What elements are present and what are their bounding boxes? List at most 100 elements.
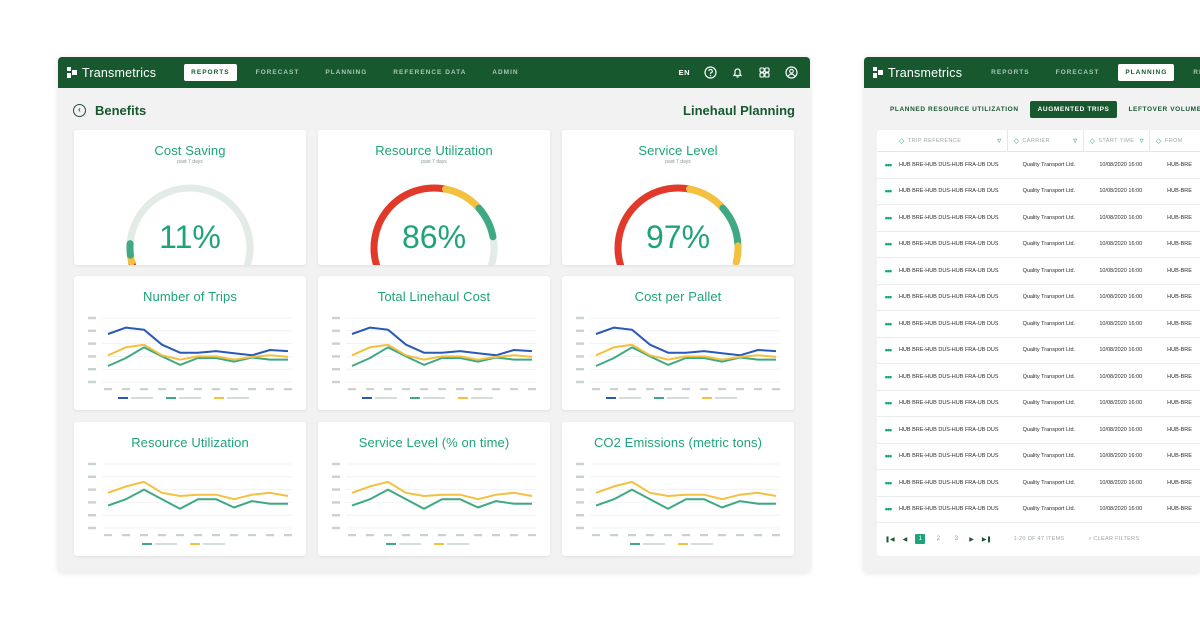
cell-start-time: 10/08/2020 16:00	[1099, 161, 1143, 168]
row-menu-icon[interactable]: •••	[884, 398, 892, 409]
nav-reports[interactable]: REPORTS	[184, 64, 237, 81]
back-icon[interactable]: ‹	[73, 103, 86, 117]
drag-icon: ◇	[899, 137, 905, 145]
row-menu-icon[interactable]: •••	[884, 212, 892, 223]
nav-forecast[interactable]: FORECAST	[1055, 69, 1100, 76]
filter-icon[interactable]: ▿	[997, 136, 1002, 145]
table-row[interactable]: ••• HUB BRE-HUB DUS-HUB FRA-UB DUS Quality…	[877, 470, 1200, 497]
y-tick-label	[332, 316, 340, 320]
x-tick-label	[610, 388, 618, 391]
column-from[interactable]: ◇ FROM	[1156, 137, 1183, 145]
row-menu-icon[interactable]: •••	[884, 504, 892, 515]
tab-augmented-trips[interactable]: AUGMENTED TRIPS	[1029, 101, 1118, 118]
x-tick-label	[420, 388, 428, 391]
x-tick-label	[230, 388, 238, 391]
cell-from: HUB-BRE	[1167, 241, 1192, 248]
table-row[interactable]: ••• HUB BRE-HUB DUS-HUB FRA-UB DUS Quality…	[877, 364, 1200, 391]
y-tick-label	[332, 526, 340, 530]
planning-window: Transmetrics REPORTS FORECAST PLANNING R…	[864, 57, 1200, 572]
header-actions: EN	[679, 57, 798, 88]
filter-icon[interactable]: ▿	[1073, 136, 1078, 145]
table-row[interactable]: ••• HUB BRE-HUB DUS-HUB FRA-UB DUS Quality…	[877, 311, 1200, 338]
logo[interactable]: Transmetrics	[873, 66, 962, 80]
y-tick-label	[332, 462, 340, 466]
table-row[interactable]: ••• HUB BRE-HUB DUS-HUB FRA-UB DUS Quality…	[877, 285, 1200, 311]
column-carrier[interactable]: ◇ CARRIER ▿	[1008, 130, 1084, 152]
table-row[interactable]: ••• HUB BRE-HUB DUS-HUB FRA-UB DUS Quality…	[877, 338, 1200, 364]
legend-label	[667, 397, 689, 399]
cell-carrier: Quality Transport Ltd.	[1022, 241, 1076, 248]
series-line	[595, 346, 776, 367]
row-menu-icon[interactable]: •••	[884, 424, 892, 435]
page-1[interactable]: 1	[915, 534, 926, 544]
table-row[interactable]: ••• HUB BRE-HUB DUS-HUB FRA-UB DUS Quality…	[877, 497, 1200, 523]
x-tick-label	[772, 534, 780, 537]
nav-reference-data[interactable]: REFE	[1193, 69, 1200, 76]
row-menu-icon[interactable]: •••	[884, 345, 892, 356]
page-header: ‹ Benefits Linehaul Planning	[73, 101, 795, 119]
cell-from: HUB-BRE	[1167, 373, 1192, 380]
section-title: Linehaul Planning	[683, 102, 795, 118]
x-tick-label	[402, 388, 410, 391]
legend-label	[619, 397, 641, 399]
tab-leftover-volume[interactable]: LEFTOVER VOLUME	[1128, 106, 1200, 113]
x-tick-label	[492, 388, 500, 391]
legend-label	[203, 543, 225, 545]
row-menu-icon[interactable]: •••	[884, 318, 892, 329]
gauge-fill-segment	[719, 204, 742, 250]
cell-trip-reference: HUB BRE-HUB DUS-HUB FRA-UB DUS	[898, 373, 999, 380]
logo-icon	[67, 67, 78, 78]
nav-admin[interactable]: ADMIN	[492, 69, 519, 76]
row-menu-icon[interactable]: •••	[884, 451, 892, 462]
table-row[interactable]: ••• HUB BRE-HUB DUS-HUB FRA-UB DUS Quality…	[877, 179, 1200, 205]
series-line	[595, 326, 777, 357]
cell-trip-reference: HUB BRE-HUB DUS-HUB FRA-UB DUS	[898, 426, 999, 433]
tab-planned-resource-utilization[interactable]: PLANNED RESOURCE UTILIZATION	[890, 106, 1019, 113]
x-tick-label	[284, 388, 292, 391]
x-tick-label	[510, 534, 518, 537]
nav-planning[interactable]: PLANNING	[325, 69, 368, 76]
y-tick-label	[88, 462, 96, 466]
page-3[interactable]: 3	[954, 536, 958, 542]
table-row[interactable]: ••• HUB BRE-HUB DUS-HUB FRA-UB DUS Quality…	[877, 444, 1200, 470]
table-row[interactable]: ••• HUB BRE-HUB DUS-HUB FRA-UB DUS Quality…	[877, 391, 1200, 417]
page-2[interactable]: 2	[936, 536, 940, 542]
first-page-icon[interactable]: ❚◀	[885, 536, 895, 543]
row-menu-icon[interactable]: •••	[884, 477, 892, 488]
cell-from: HUB-BRE	[1167, 479, 1192, 486]
row-menu-icon[interactable]: •••	[884, 371, 892, 382]
table-row[interactable]: ••• HUB BRE-HUB DUS-HUB FRA-UB DUS Quality…	[877, 417, 1200, 444]
line-chart-cost-per-pallet	[576, 316, 780, 399]
nav-planning[interactable]: PLANNING	[1118, 64, 1175, 81]
row-menu-icon[interactable]: •••	[884, 292, 892, 303]
row-menu-icon[interactable]: •••	[884, 186, 892, 197]
column-trip-reference[interactable]: ◇ TRIP REFERENCE ▿	[877, 130, 1008, 152]
column-start-time[interactable]: ◇ START TIME ▿	[1084, 130, 1151, 152]
table-row[interactable]: ••• HUB BRE-HUB DUS-HUB FRA-UB DUS Quality…	[877, 232, 1200, 258]
filter-icon: ▿	[1088, 536, 1092, 542]
cell-start-time: 10/08/2020 16:00	[1099, 400, 1143, 407]
last-page-icon[interactable]: ▶❚	[981, 536, 992, 543]
table-row[interactable]: ••• HUB BRE-HUB DUS-HUB FRA-UB DUS Quality…	[877, 205, 1200, 232]
table-row[interactable]: ••• HUB BRE-HUB DUS-HUB FRA-UB DUS Quality…	[877, 258, 1200, 285]
nav-forecast[interactable]: FORECAST	[255, 69, 300, 76]
user-icon[interactable]	[785, 66, 798, 79]
help-icon[interactable]	[704, 66, 717, 79]
logo[interactable]: Transmetrics	[67, 66, 156, 80]
filter-icon[interactable]: ▿	[1139, 136, 1145, 145]
table-row[interactable]: ••• HUB BRE-HUB DUS-HUB FRA-UB DUS Quality…	[877, 152, 1200, 179]
row-menu-icon[interactable]: •••	[884, 265, 892, 276]
prev-page-icon[interactable]: ◀	[902, 536, 908, 543]
chart-card-service-level: Service Level (% on time)	[318, 422, 550, 556]
cell-trip-reference: HUB BRE-HUB DUS-HUB FRA-UB DUS	[898, 161, 999, 168]
next-page-icon[interactable]: ▶	[969, 536, 974, 543]
row-menu-icon[interactable]: •••	[884, 159, 892, 170]
nav-reference-data[interactable]: REFERENCE DATA	[393, 69, 467, 76]
bell-icon[interactable]	[731, 66, 744, 79]
clear-filters-button[interactable]: ▿ CLEAR FILTERS	[1088, 536, 1140, 542]
apps-icon[interactable]	[758, 66, 771, 79]
cell-from: HUB-BRE	[1167, 320, 1192, 327]
row-menu-icon[interactable]: •••	[884, 239, 892, 250]
language-switch[interactable]: EN	[678, 68, 690, 77]
nav-reports[interactable]: REPORTS	[991, 69, 1030, 76]
